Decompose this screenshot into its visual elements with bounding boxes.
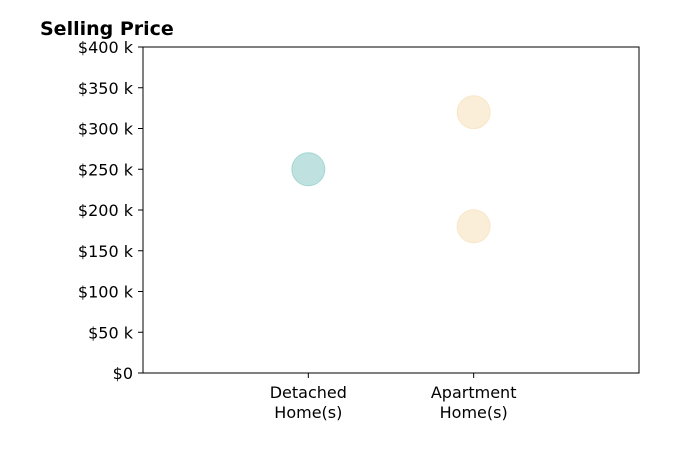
y-tick-label: $250 k [78, 160, 134, 179]
y-tick-label: $0 [113, 364, 133, 383]
data-point [291, 152, 326, 187]
data-point [456, 95, 491, 130]
y-tick-label: $150 k [78, 242, 134, 261]
x-tick-label: Apartment Home(s) [431, 383, 517, 422]
chart-title: Selling Price [40, 18, 174, 40]
x-axis: Detached Home(s) Apartment Home(s) [270, 373, 517, 422]
y-tick-label: $100 k [78, 283, 134, 302]
plot-frame [142, 46, 640, 374]
y-tick-label: $350 k [78, 79, 134, 98]
x-tick-label: Detached Home(s) [270, 383, 347, 422]
y-tick-label: $300 k [78, 120, 134, 139]
y-tick-label: $50 k [88, 323, 134, 342]
y-tick-label: $400 k [78, 38, 134, 57]
y-tick-label: $200 k [78, 201, 134, 220]
data-points [291, 95, 491, 244]
y-axis: $0 $50 k $100 k $150 k $200 k $250 k $300 k $35… [78, 38, 143, 383]
data-point [456, 209, 491, 244]
